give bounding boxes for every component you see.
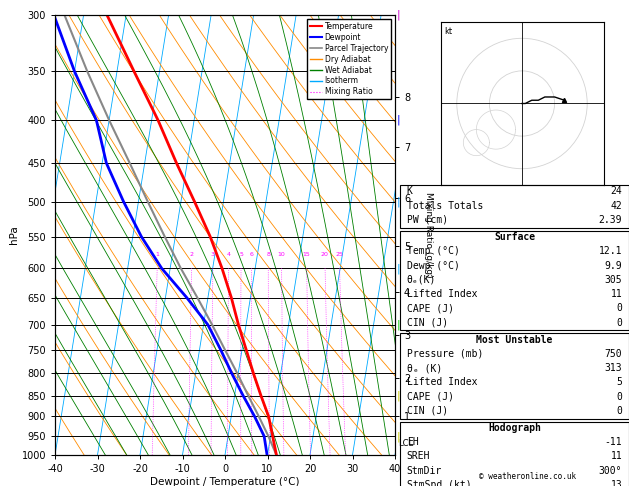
Text: |: | [396,319,400,330]
Text: StmSpd (kt): StmSpd (kt) [407,480,472,486]
Bar [400,230,629,330]
Text: kt: kt [444,27,452,36]
Text: 25: 25 [335,252,343,257]
Text: 0: 0 [616,392,622,401]
Text: 5: 5 [616,377,622,387]
Y-axis label: hPa: hPa [9,226,19,244]
Text: K: K [407,187,413,196]
Text: 13: 13 [610,480,622,486]
Text: Temp (°C): Temp (°C) [407,246,460,256]
Text: 313: 313 [604,363,622,373]
Text: StmDir: StmDir [407,466,442,476]
Bar [400,333,629,419]
Text: 42: 42 [610,201,622,210]
Text: Lifted Index: Lifted Index [407,377,477,387]
Text: 6: 6 [250,252,253,257]
Text: 4: 4 [226,252,231,257]
Text: 2.39: 2.39 [599,215,622,225]
Text: |: | [396,431,400,441]
Text: CIN (J): CIN (J) [407,406,448,416]
Text: 0: 0 [616,303,622,313]
Text: 300°: 300° [599,466,622,476]
Text: 0: 0 [616,317,622,328]
Text: |: | [396,10,400,20]
Text: 20: 20 [321,252,329,257]
Text: 1: 1 [155,252,159,257]
Text: Hodograph: Hodograph [488,423,541,433]
Text: 0: 0 [616,406,622,416]
Text: CIN (J): CIN (J) [407,317,448,328]
Text: SREH: SREH [407,451,430,462]
Text: -11: -11 [604,437,622,447]
Text: θₑ(K): θₑ(K) [407,275,437,285]
Text: EH: EH [407,437,419,447]
Text: PW (cm): PW (cm) [407,215,448,225]
Text: θₑ (K): θₑ (K) [407,363,442,373]
Text: 11: 11 [610,289,622,299]
Text: Pressure (mb): Pressure (mb) [407,349,483,359]
Text: |: | [396,390,400,401]
Text: 10: 10 [277,252,286,257]
Text: CAPE (J): CAPE (J) [407,303,454,313]
Text: 11: 11 [610,451,622,462]
Text: |: | [396,115,400,125]
Text: Surface: Surface [494,232,535,242]
Text: © weatheronline.co.uk: © weatheronline.co.uk [479,472,576,481]
Text: 3: 3 [211,252,215,257]
X-axis label: Dewpoint / Temperature (°C): Dewpoint / Temperature (°C) [150,477,300,486]
Text: 305: 305 [604,275,622,285]
Text: Most Unstable: Most Unstable [476,335,553,345]
Text: 9.9: 9.9 [604,260,622,271]
Y-axis label: Mixing Ratio (g/kg): Mixing Ratio (g/kg) [424,192,433,278]
Text: 24: 24 [610,187,622,196]
Bar [400,421,629,486]
Text: 750: 750 [604,349,622,359]
Bar [400,185,629,228]
Text: LCL: LCL [398,438,413,448]
Text: Dewp (°C): Dewp (°C) [407,260,460,271]
Text: Totals Totals: Totals Totals [407,201,483,210]
Text: 15: 15 [303,252,311,257]
Text: 12.1: 12.1 [599,246,622,256]
Text: 5: 5 [239,252,243,257]
Text: |: | [396,196,400,207]
Text: 8: 8 [266,252,270,257]
Text: |: | [396,263,400,274]
Text: 2: 2 [190,252,194,257]
Legend: Temperature, Dewpoint, Parcel Trajectory, Dry Adiabat, Wet Adiabat, Isotherm, Mi: Temperature, Dewpoint, Parcel Trajectory… [307,19,391,100]
Text: CAPE (J): CAPE (J) [407,392,454,401]
Text: Lifted Index: Lifted Index [407,289,477,299]
